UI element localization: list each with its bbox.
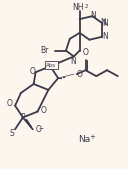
Text: +: + [89, 134, 95, 140]
Text: N: N [100, 18, 106, 27]
Text: Na: Na [78, 135, 91, 144]
Text: 2: 2 [85, 4, 88, 9]
Text: O: O [83, 49, 88, 57]
Text: −: − [39, 126, 44, 131]
Text: O: O [77, 70, 83, 79]
Text: O: O [30, 67, 36, 76]
Text: N: N [70, 57, 76, 66]
Text: N: N [102, 32, 108, 41]
Text: P: P [21, 113, 25, 122]
Text: O: O [41, 106, 46, 115]
Text: Br: Br [40, 46, 48, 55]
Text: N: N [90, 11, 96, 20]
Text: N: N [102, 19, 108, 28]
Text: NH: NH [72, 3, 83, 12]
Text: O: O [6, 99, 12, 108]
Text: O: O [36, 125, 41, 134]
Text: S: S [10, 129, 14, 138]
Text: Abs: Abs [46, 63, 56, 68]
